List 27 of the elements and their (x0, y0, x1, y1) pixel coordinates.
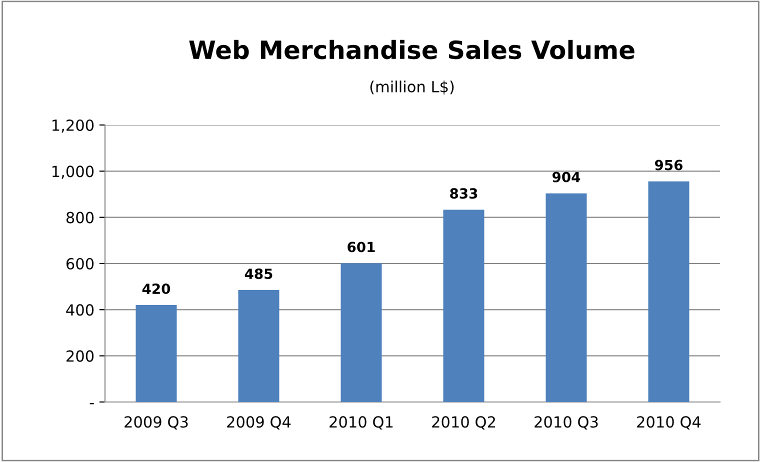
bar (443, 210, 484, 402)
y-tick-label: - (90, 403, 94, 404)
chart-subtitle: (million L$) (370, 80, 454, 94)
x-tick-label: 2010 Q2 (432, 416, 495, 430)
data-label: 420 (142, 284, 170, 294)
x-tick-label: 2009 Q4 (227, 416, 291, 430)
y-tick-label: 600 (66, 258, 94, 270)
x-tick-label: 2010 Q3 (534, 416, 598, 430)
y-tick-label: 200 (66, 350, 94, 362)
chart-title: Web Merchandise Sales Volume (189, 40, 634, 60)
y-tick-label: 800 (66, 212, 94, 224)
bar (238, 290, 280, 402)
x-tick-label: 2010 Q1 (330, 416, 393, 430)
data-label: 833 (450, 188, 478, 199)
y-tick-label: 400 (66, 304, 94, 316)
bar (340, 263, 382, 402)
bar (546, 193, 587, 402)
bar (648, 181, 690, 402)
data-label: 485 (244, 268, 272, 280)
data-label: 904 (552, 172, 580, 182)
bar (136, 305, 177, 402)
x-tick-label: 2009 Q3 (124, 416, 188, 430)
y-tick-label: 1,200 (52, 119, 94, 133)
x-tick-label: 2010 Q4 (637, 416, 701, 430)
data-label: 601 (348, 242, 375, 252)
data-label: 956 (654, 160, 682, 170)
y-tick-label: 1,000 (52, 166, 94, 179)
